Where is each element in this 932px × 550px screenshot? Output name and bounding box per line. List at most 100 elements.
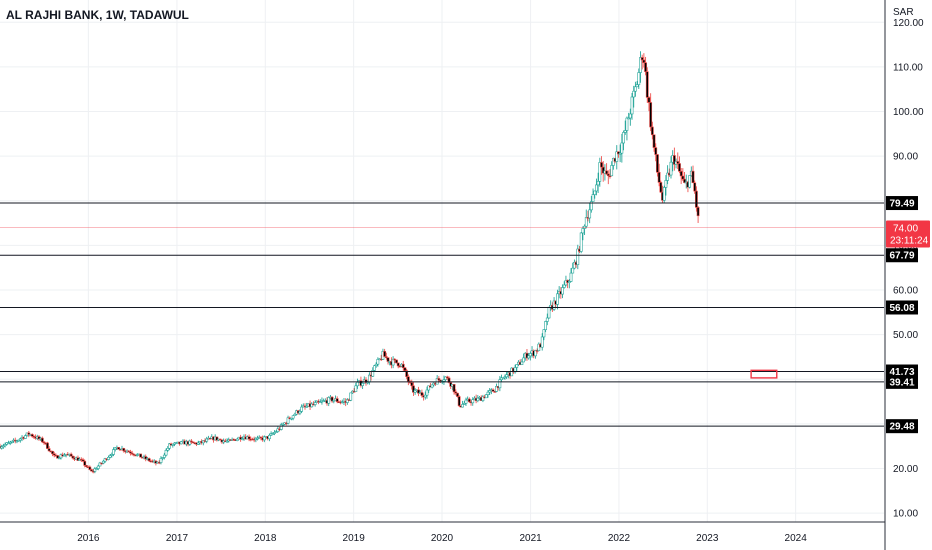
candle-body [332, 399, 336, 402]
candle-body [623, 130, 627, 133]
y-tick-label: 110.00 [893, 62, 923, 73]
candle-body [471, 399, 475, 404]
candle [240, 436, 244, 441]
candle-body [608, 175, 612, 178]
x-tick-label: 2016 [77, 533, 100, 544]
candle [540, 333, 544, 351]
candle [695, 186, 698, 212]
candle-body [247, 436, 251, 440]
candle [544, 320, 548, 333]
candle-body [547, 306, 551, 319]
candle [639, 51, 642, 83]
candle [122, 447, 126, 453]
candle-body [98, 462, 102, 467]
candle-body [395, 359, 398, 364]
candle-body [24, 435, 27, 439]
candle-body [659, 182, 663, 193]
candle-body [676, 161, 680, 164]
candle [256, 435, 259, 441]
candle-body [657, 172, 661, 183]
candle-body [130, 452, 134, 455]
candle [495, 383, 498, 393]
candle [286, 415, 290, 425]
candle [159, 456, 163, 465]
candle-body [281, 424, 285, 426]
price-axis: 10.0020.0030.0040.0050.0060.0070.0080.00… [893, 18, 924, 520]
candle [100, 462, 104, 465]
candle [693, 180, 697, 194]
candle-body [300, 406, 304, 412]
candle [17, 439, 21, 442]
candle [215, 436, 219, 442]
candle-body [164, 450, 168, 456]
candle [300, 404, 304, 414]
candle-body [593, 190, 597, 195]
candle [196, 440, 200, 446]
candle [147, 457, 151, 462]
candle-body [627, 117, 631, 120]
candle [688, 175, 692, 189]
y-tick-label: 120.00 [893, 18, 924, 29]
candle-body [85, 465, 88, 467]
candle [571, 262, 575, 274]
y-tick-label: 100.00 [893, 107, 924, 118]
candle [225, 438, 229, 444]
candle-body [166, 447, 170, 451]
candle-body [576, 248, 580, 265]
currency-label: SAR [893, 7, 914, 18]
candle [435, 375, 439, 385]
candle-body [681, 175, 685, 180]
bar-countdown: 23:11:24 [890, 236, 929, 247]
candle-body [3, 444, 7, 447]
candle [625, 116, 629, 141]
candle-body [430, 384, 434, 388]
candle [98, 461, 102, 467]
candle [520, 358, 524, 366]
candle [417, 386, 420, 397]
candle-body [27, 432, 31, 435]
candle [522, 353, 525, 363]
candle [1, 443, 5, 449]
candle [545, 313, 549, 326]
candle [90, 468, 93, 472]
candle-body [447, 377, 451, 383]
candle-body [615, 151, 619, 162]
candle [691, 165, 695, 184]
candle [412, 382, 415, 396]
candle-body [601, 166, 605, 174]
candle-body [405, 370, 409, 377]
candle [584, 209, 588, 229]
candle [371, 367, 375, 377]
candle [588, 202, 592, 224]
candle [664, 175, 668, 196]
candle-body [678, 163, 681, 172]
candle-body [598, 162, 602, 182]
candle [51, 450, 54, 457]
candle-body [117, 447, 121, 450]
candle-body [445, 376, 449, 379]
candle-body [567, 281, 571, 283]
level-label: 67.79 [889, 251, 914, 262]
candlesticks [0, 51, 700, 474]
level-label: 41.73 [889, 367, 914, 378]
candle [420, 389, 424, 398]
candle-body [640, 57, 644, 61]
candle [666, 165, 669, 185]
candle [605, 163, 609, 175]
candle [391, 356, 395, 369]
candle-body [588, 209, 592, 219]
candle-body [481, 396, 485, 401]
candle-body [637, 72, 641, 85]
candle-body [596, 181, 600, 186]
candle-body [571, 267, 575, 274]
candle [396, 362, 400, 369]
level-badge [886, 248, 918, 263]
candle [678, 156, 681, 174]
candle-body [345, 399, 349, 403]
candle-body [191, 441, 195, 444]
grid-lines [0, 0, 884, 522]
candle [600, 156, 603, 175]
level-badge [886, 374, 918, 389]
